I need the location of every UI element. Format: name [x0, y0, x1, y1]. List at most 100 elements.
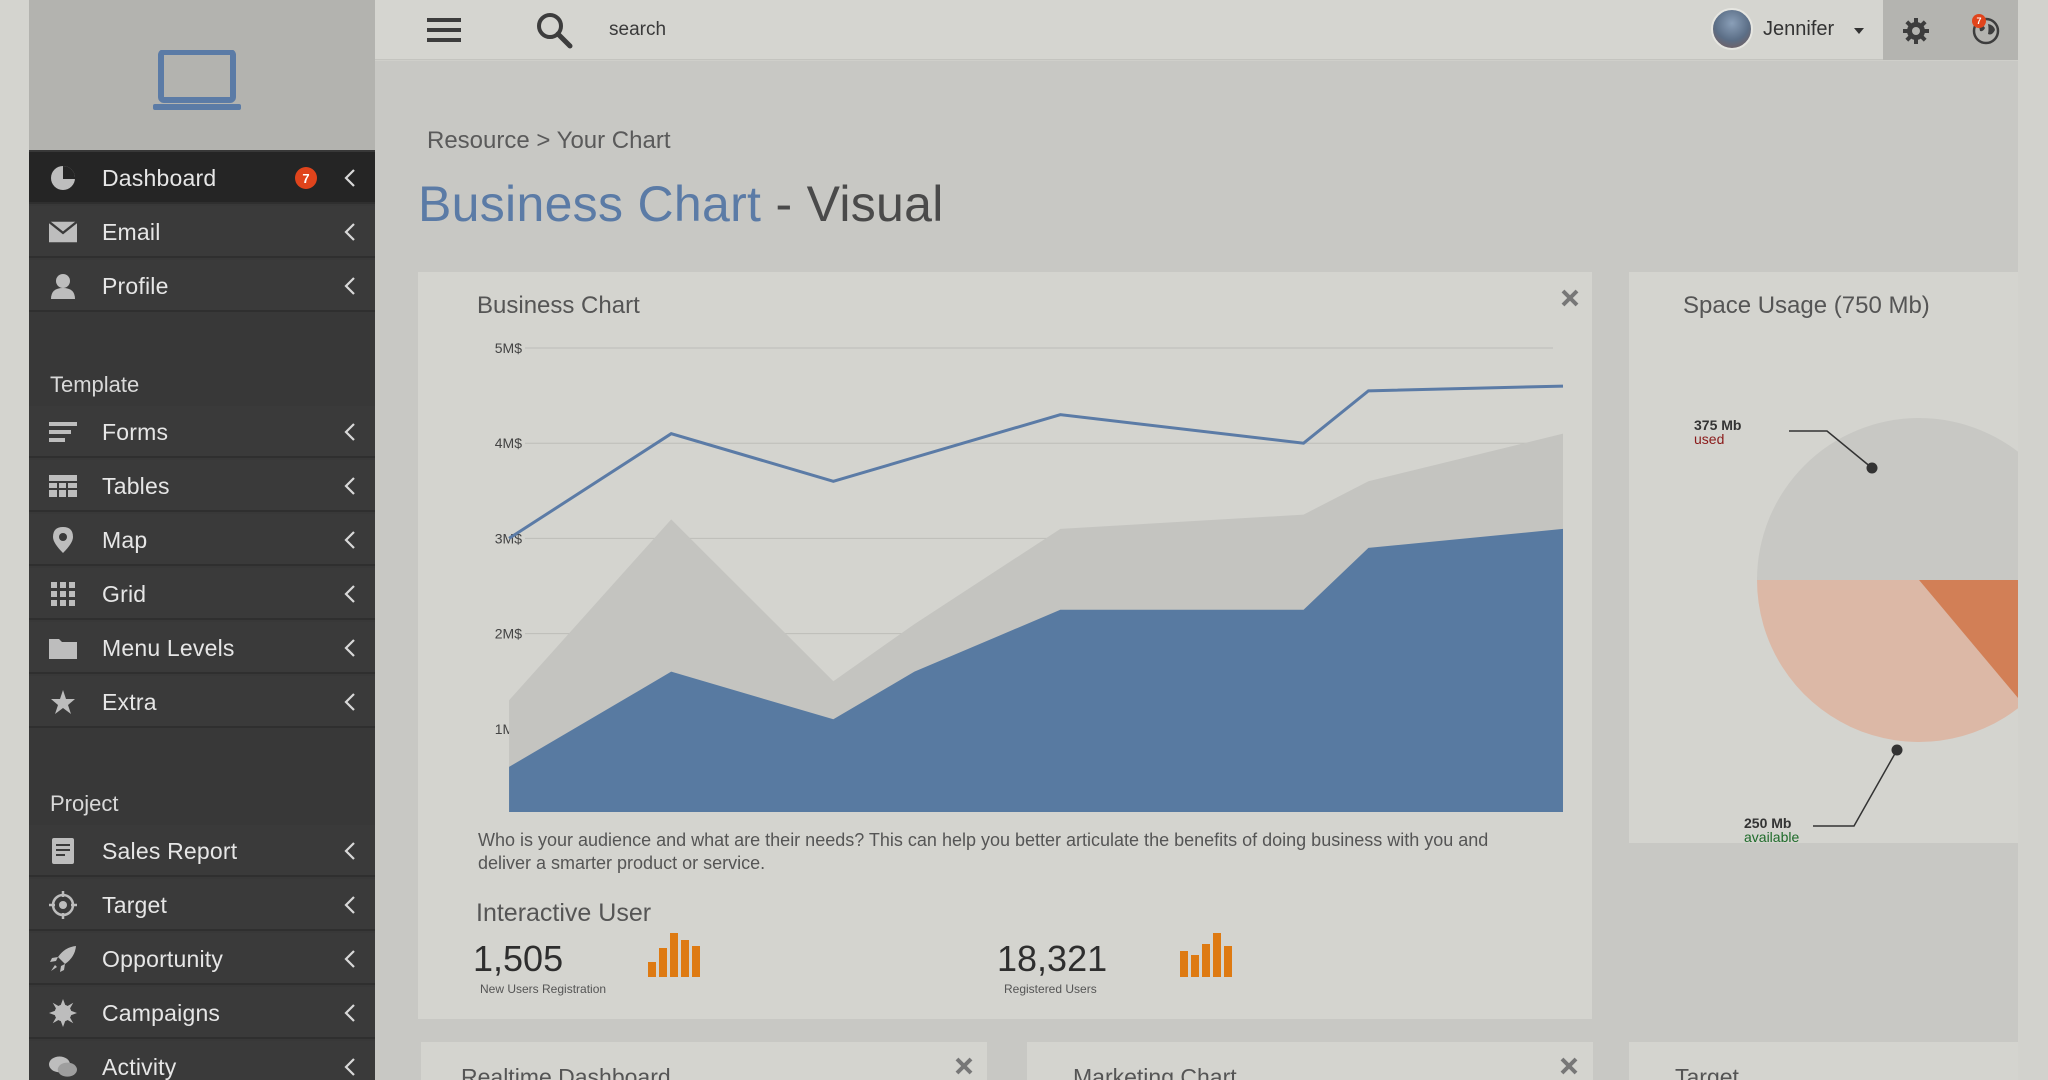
sidebar-item-forms[interactable]: Forms: [29, 406, 375, 458]
search-input[interactable]: [609, 16, 909, 44]
sidebar-item-menu-levels[interactable]: Menu Levels: [29, 622, 375, 674]
chevron-left-icon: [343, 893, 357, 917]
page-title-rest: - Visual: [761, 176, 944, 232]
available-value-label: 250 Mb: [1744, 815, 1791, 831]
table-icon: [49, 474, 77, 498]
sidebar-item-target[interactable]: Target: [29, 879, 375, 931]
chevron-left-icon: [343, 474, 357, 498]
chevron-left-icon: [343, 636, 357, 660]
breadcrumb: Resource > Your Chart: [427, 127, 671, 154]
sidebar-section-project: Project: [50, 791, 119, 816]
chevron-left-icon: [343, 582, 357, 606]
chevron-left-icon: [343, 947, 357, 971]
avatar: [1711, 8, 1753, 50]
sidebar-item-label: Forms: [102, 419, 169, 445]
sidebar-item-label: Menu Levels: [102, 635, 235, 661]
sidebar-item-label: Target: [102, 892, 168, 918]
target-panel: Target: [1629, 1042, 2018, 1080]
right-frame: [2018, 0, 2048, 1080]
mini-bar: [1224, 946, 1232, 977]
left-frame: [0, 0, 29, 1080]
leader-dot-available: [1891, 744, 1903, 756]
mini-bar: [1191, 955, 1199, 977]
chart-description: Who is your audience and what are their …: [478, 830, 1489, 873]
sidebar-item-tables[interactable]: Tables: [29, 460, 375, 512]
sidebar-item-label: Profile: [102, 273, 169, 299]
available-label: available: [1744, 829, 1799, 843]
campaign-icon: [49, 999, 77, 1027]
dashboard-icon: [49, 166, 77, 190]
pie-slice-used: [1757, 418, 2018, 580]
mini-bar: [1202, 944, 1210, 977]
logo-area: [29, 0, 375, 150]
user-name: Jennifer: [1763, 18, 1835, 40]
sidebar-item-activity[interactable]: Activity: [29, 1041, 375, 1080]
sidebar-item-dashboard[interactable]: Dashboard 7: [29, 152, 375, 204]
star-icon: [49, 690, 77, 714]
leader-line-available: [1813, 749, 1898, 827]
close-icon[interactable]: [954, 1056, 974, 1076]
user-menu[interactable]: Jennifer: [1711, 6, 1864, 54]
sidebar-item-email[interactable]: Email: [29, 206, 375, 258]
realtime-dashboard-panel: Realtime Dashboard: [421, 1042, 987, 1080]
notification-badge: 7: [1972, 14, 1986, 28]
y-tick-label: 2M$: [495, 626, 522, 642]
sidebar-item-campaigns[interactable]: Campaigns: [29, 987, 375, 1039]
business-chart: 0M$1M$2M$3M$4M$5M$2345678: [495, 340, 1564, 812]
leader-line-used: [1789, 430, 1873, 469]
space-usage-panel: Space Usage (750 Mb) 375 Mb used 250 Mb ava…: [1629, 272, 2018, 843]
laptop-logo-icon[interactable]: [153, 50, 241, 114]
sidebar-item-label: Tables: [102, 473, 170, 499]
close-icon[interactable]: [1559, 1056, 1579, 1076]
gear-icon[interactable]: [1901, 16, 1931, 46]
top-bar: Jennifer 7: [375, 0, 2018, 60]
panel-title: Marketing Chart: [1073, 1064, 1237, 1080]
sidebar-item-profile[interactable]: Profile: [29, 260, 375, 312]
page-title-accent: Business Chart: [418, 176, 762, 232]
sidebar-item-grid[interactable]: Grid: [29, 568, 375, 620]
sidebar-item-opportunity[interactable]: Opportunity: [29, 933, 375, 985]
sidebar-item-label: Grid: [102, 581, 147, 607]
sidebar-item-sales-report[interactable]: Sales Report: [29, 825, 375, 877]
close-icon[interactable]: [1560, 288, 1580, 308]
forms-icon: [49, 420, 77, 444]
stat-label: Registered Users: [1004, 982, 1097, 996]
chevron-left-icon: [343, 420, 357, 444]
chevron-left-icon: [343, 220, 357, 244]
mini-bar: [681, 940, 689, 977]
report-icon: [49, 838, 77, 864]
sidebar-item-label: Extra: [102, 689, 157, 715]
mini-bar: [648, 962, 656, 977]
panel-title: Space Usage (750 Mb): [1683, 292, 1930, 319]
panel-title: Business Chart: [477, 292, 640, 319]
mini-bar: [670, 933, 678, 977]
mini-bar-chart: [1180, 933, 1232, 977]
sidebar-item-extra[interactable]: Extra: [29, 676, 375, 728]
business-chart-panel: Business Chart 0M$1M$2M$3M$4M$5M$2345678…: [418, 272, 1592, 1019]
search-icon[interactable]: [535, 11, 573, 49]
interactive-user-title: Interactive User: [476, 899, 652, 927]
sidebar-item-label: Opportunity: [102, 946, 224, 972]
y-tick-label: 5M$: [495, 340, 522, 356]
sidebar-item-label: Campaigns: [102, 1000, 221, 1026]
mini-bar: [659, 948, 667, 977]
area-series-revenue: [509, 528, 1563, 812]
chevron-left-icon: [343, 274, 357, 298]
notification-badge: 7: [295, 167, 317, 189]
chat-icon: [49, 1055, 77, 1079]
user-icon: [49, 274, 77, 299]
sidebar-item-label: Sales Report: [102, 838, 238, 864]
used-value-label: 375 Mb: [1694, 417, 1741, 433]
stat-value: 1,505: [473, 938, 564, 979]
hamburger-menu-icon[interactable]: [425, 16, 463, 44]
panel-title: Realtime Dashboard: [461, 1064, 671, 1080]
used-label: used: [1694, 431, 1724, 447]
sidebar-item-map[interactable]: Map: [29, 514, 375, 566]
sidebar-item-label: Map: [102, 527, 148, 553]
stat-label: New Users Registration: [480, 982, 607, 996]
globe-icon[interactable]: [1971, 16, 2001, 46]
mini-bar-chart: [648, 933, 700, 977]
grid-icon: [49, 582, 77, 606]
leader-dot-used: [1866, 462, 1878, 474]
